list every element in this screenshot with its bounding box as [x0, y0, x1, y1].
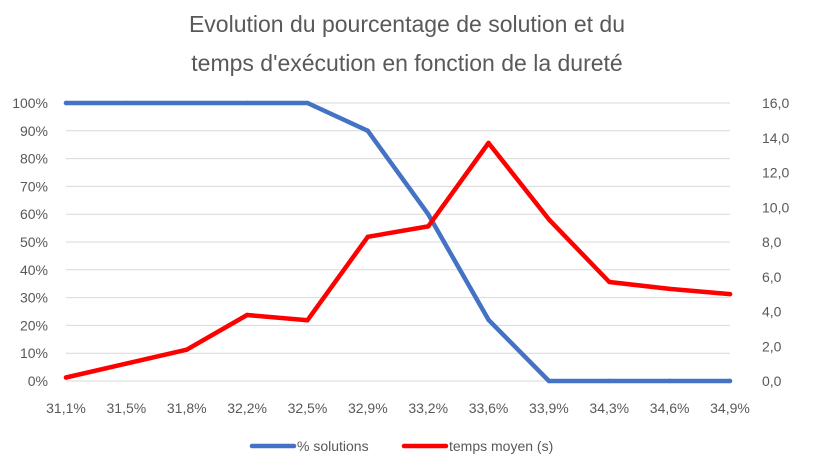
data-point-series-1	[607, 378, 612, 384]
data-point-series-2	[244, 312, 250, 318]
y-left-tick-label: 100%	[12, 95, 48, 111]
series-line-2	[63, 140, 733, 380]
legend: % solutions temps moyen (s)	[249, 438, 553, 454]
data-point-series-1	[546, 378, 552, 384]
y-left-tick-label: 20%	[20, 317, 48, 333]
series-lines	[63, 100, 733, 384]
x-tick-label: 34,6%	[650, 400, 690, 416]
data-point-series-2	[184, 347, 189, 352]
data-point-series-1	[184, 100, 189, 106]
x-tick-label: 33,6%	[469, 400, 509, 416]
x-tick-label: 31,5%	[107, 400, 147, 416]
y-left-tick-label: 10%	[20, 345, 48, 361]
data-point-series-2	[667, 286, 672, 292]
data-point-series-2	[727, 291, 733, 297]
y-left-tick-label: 30%	[20, 290, 48, 306]
data-point-series-2	[124, 361, 129, 366]
y-left-tick-label: 90%	[20, 123, 48, 139]
x-tick-label: 31,1%	[46, 400, 86, 416]
y-right-tick-label: 6,0	[762, 269, 782, 285]
y-left-tick-label: 0%	[28, 373, 48, 389]
data-point-series-2	[63, 375, 69, 380]
data-point-series-2	[365, 234, 371, 239]
data-point-series-1	[305, 100, 310, 106]
data-point-series-2	[607, 279, 612, 285]
y-left-tick-label: 60%	[20, 206, 48, 222]
data-point-series-1	[425, 212, 431, 217]
data-point-series-1	[365, 128, 371, 133]
x-tick-label: 32,5%	[288, 400, 328, 416]
data-point-series-1	[486, 317, 491, 323]
gridlines	[66, 102, 730, 382]
data-point-series-2	[305, 317, 310, 323]
data-point-series-1	[667, 378, 672, 384]
x-tick-label: 33,2%	[408, 400, 448, 416]
x-tick-label: 32,9%	[348, 400, 388, 416]
x-axis: 31,1% 31,5% 31,8% 32,2% 32,5% 32,9% 33,2% 33,6%…	[46, 400, 750, 416]
y-axis-right: 0,0 2,0 4,0 6,0 8,0 10,0 12,0 14,0 16,0	[762, 95, 789, 389]
y-right-tick-label: 4,0	[762, 304, 782, 320]
y-right-tick-label: 12,0	[762, 165, 789, 181]
x-tick-label: 32,2%	[227, 400, 267, 416]
data-point-series-1	[244, 100, 250, 106]
data-point-series-2	[425, 224, 431, 229]
chart-title-line-2: temps d'exécution en fonction de la dure…	[191, 50, 622, 76]
y-left-tick-label: 80%	[20, 151, 48, 167]
data-point-series-2	[486, 140, 491, 146]
legend-label-1: % solutions	[297, 438, 369, 454]
chart-title-line-1: Evolution du pourcentage de solution et …	[189, 11, 625, 37]
data-point-series-1	[63, 100, 69, 106]
x-tick-label: 33,9%	[529, 400, 569, 416]
y-left-tick-label: 40%	[20, 262, 48, 278]
legend-label-2: temps moyen (s)	[449, 438, 553, 454]
y-right-tick-label: 10,0	[762, 199, 789, 215]
y-left-tick-label: 70%	[20, 178, 48, 194]
data-point-series-1	[124, 100, 129, 106]
x-tick-label: 34,3%	[589, 400, 629, 416]
y-left-tick-label: 50%	[20, 234, 48, 250]
chart-title: Evolution du pourcentage de solution et …	[189, 11, 625, 76]
series-line-1	[63, 100, 733, 384]
y-right-tick-label: 0,0	[762, 373, 782, 389]
y-axis-left: 0% 10% 20% 30% 40% 50% 60% 70% 80% 90% 100%	[12, 95, 48, 389]
y-right-tick-label: 16,0	[762, 95, 789, 111]
x-tick-label: 34,9%	[710, 400, 750, 416]
data-point-series-1	[727, 378, 733, 384]
y-right-tick-label: 2,0	[762, 338, 782, 354]
x-tick-label: 31,8%	[167, 400, 207, 416]
y-right-tick-label: 14,0	[762, 130, 789, 146]
data-point-series-2	[546, 217, 552, 222]
y-right-tick-label: 8,0	[762, 234, 782, 250]
